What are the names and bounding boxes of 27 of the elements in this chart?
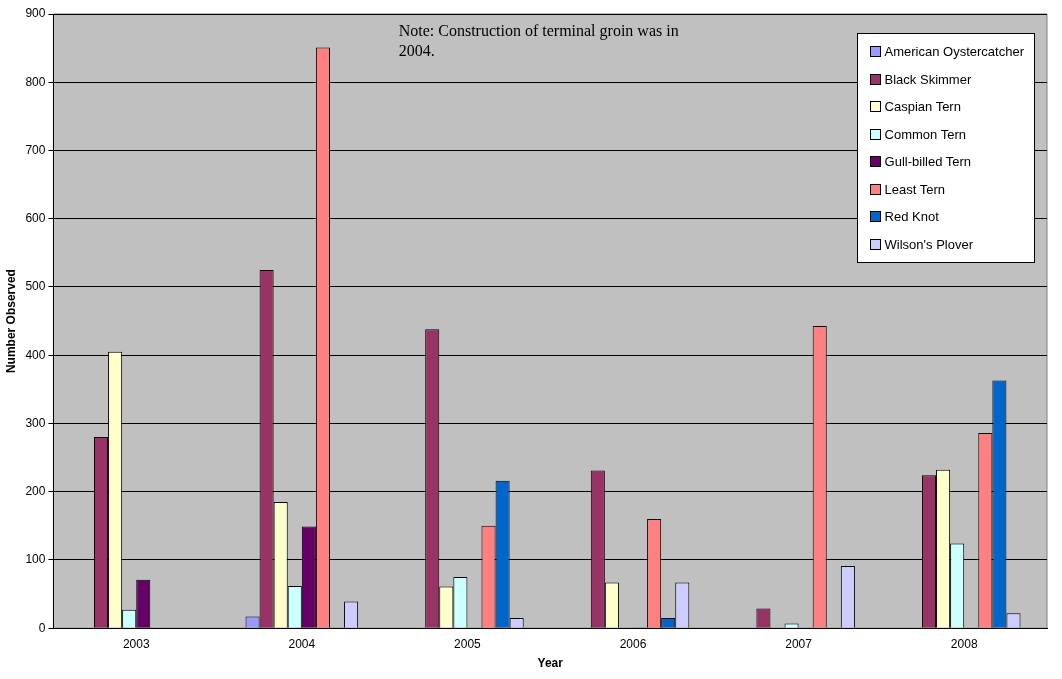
x-tick-label: 2005 bbox=[454, 636, 482, 651]
text: Note: Construction of terminal groin was in 2004. bbox=[398, 22, 679, 59]
legend-label: Common Tern bbox=[884, 126, 966, 142]
y-axis-title: Number Observed bbox=[3, 269, 18, 374]
x-tick-label: 2007 bbox=[785, 636, 813, 651]
x-tick-label: 2008 bbox=[950, 636, 978, 651]
y-tick-label: 200 bbox=[25, 484, 46, 499]
y-tick-label: 700 bbox=[25, 142, 46, 157]
x-axis-title: Year bbox=[537, 656, 564, 671]
y-tick-label: 100 bbox=[25, 552, 46, 567]
y-tick-label: 500 bbox=[25, 279, 46, 294]
y-tick-label: 800 bbox=[25, 74, 46, 89]
y-tick-label: 300 bbox=[25, 415, 46, 430]
legend-label: Caspian Tern bbox=[884, 99, 961, 115]
legend-label: Gull-billed Tern bbox=[884, 154, 972, 170]
y-tick-label: 0 bbox=[38, 620, 46, 635]
legend-label: Black Skimmer bbox=[884, 71, 972, 87]
legend-label: American Oystercatcher bbox=[884, 44, 1024, 60]
x-tick-label: 2004 bbox=[288, 636, 316, 651]
legend-label: Wilson's Plover bbox=[884, 236, 974, 252]
legend-label: Red Knot bbox=[884, 209, 939, 225]
x-tick-label: 2003 bbox=[122, 636, 150, 651]
x-tick-label: 2006 bbox=[619, 636, 647, 651]
y-tick-label: 900 bbox=[25, 6, 46, 21]
y-tick-label: 400 bbox=[25, 347, 46, 362]
legend-label: Least Tern bbox=[884, 181, 946, 197]
y-tick-label: 600 bbox=[25, 211, 46, 226]
